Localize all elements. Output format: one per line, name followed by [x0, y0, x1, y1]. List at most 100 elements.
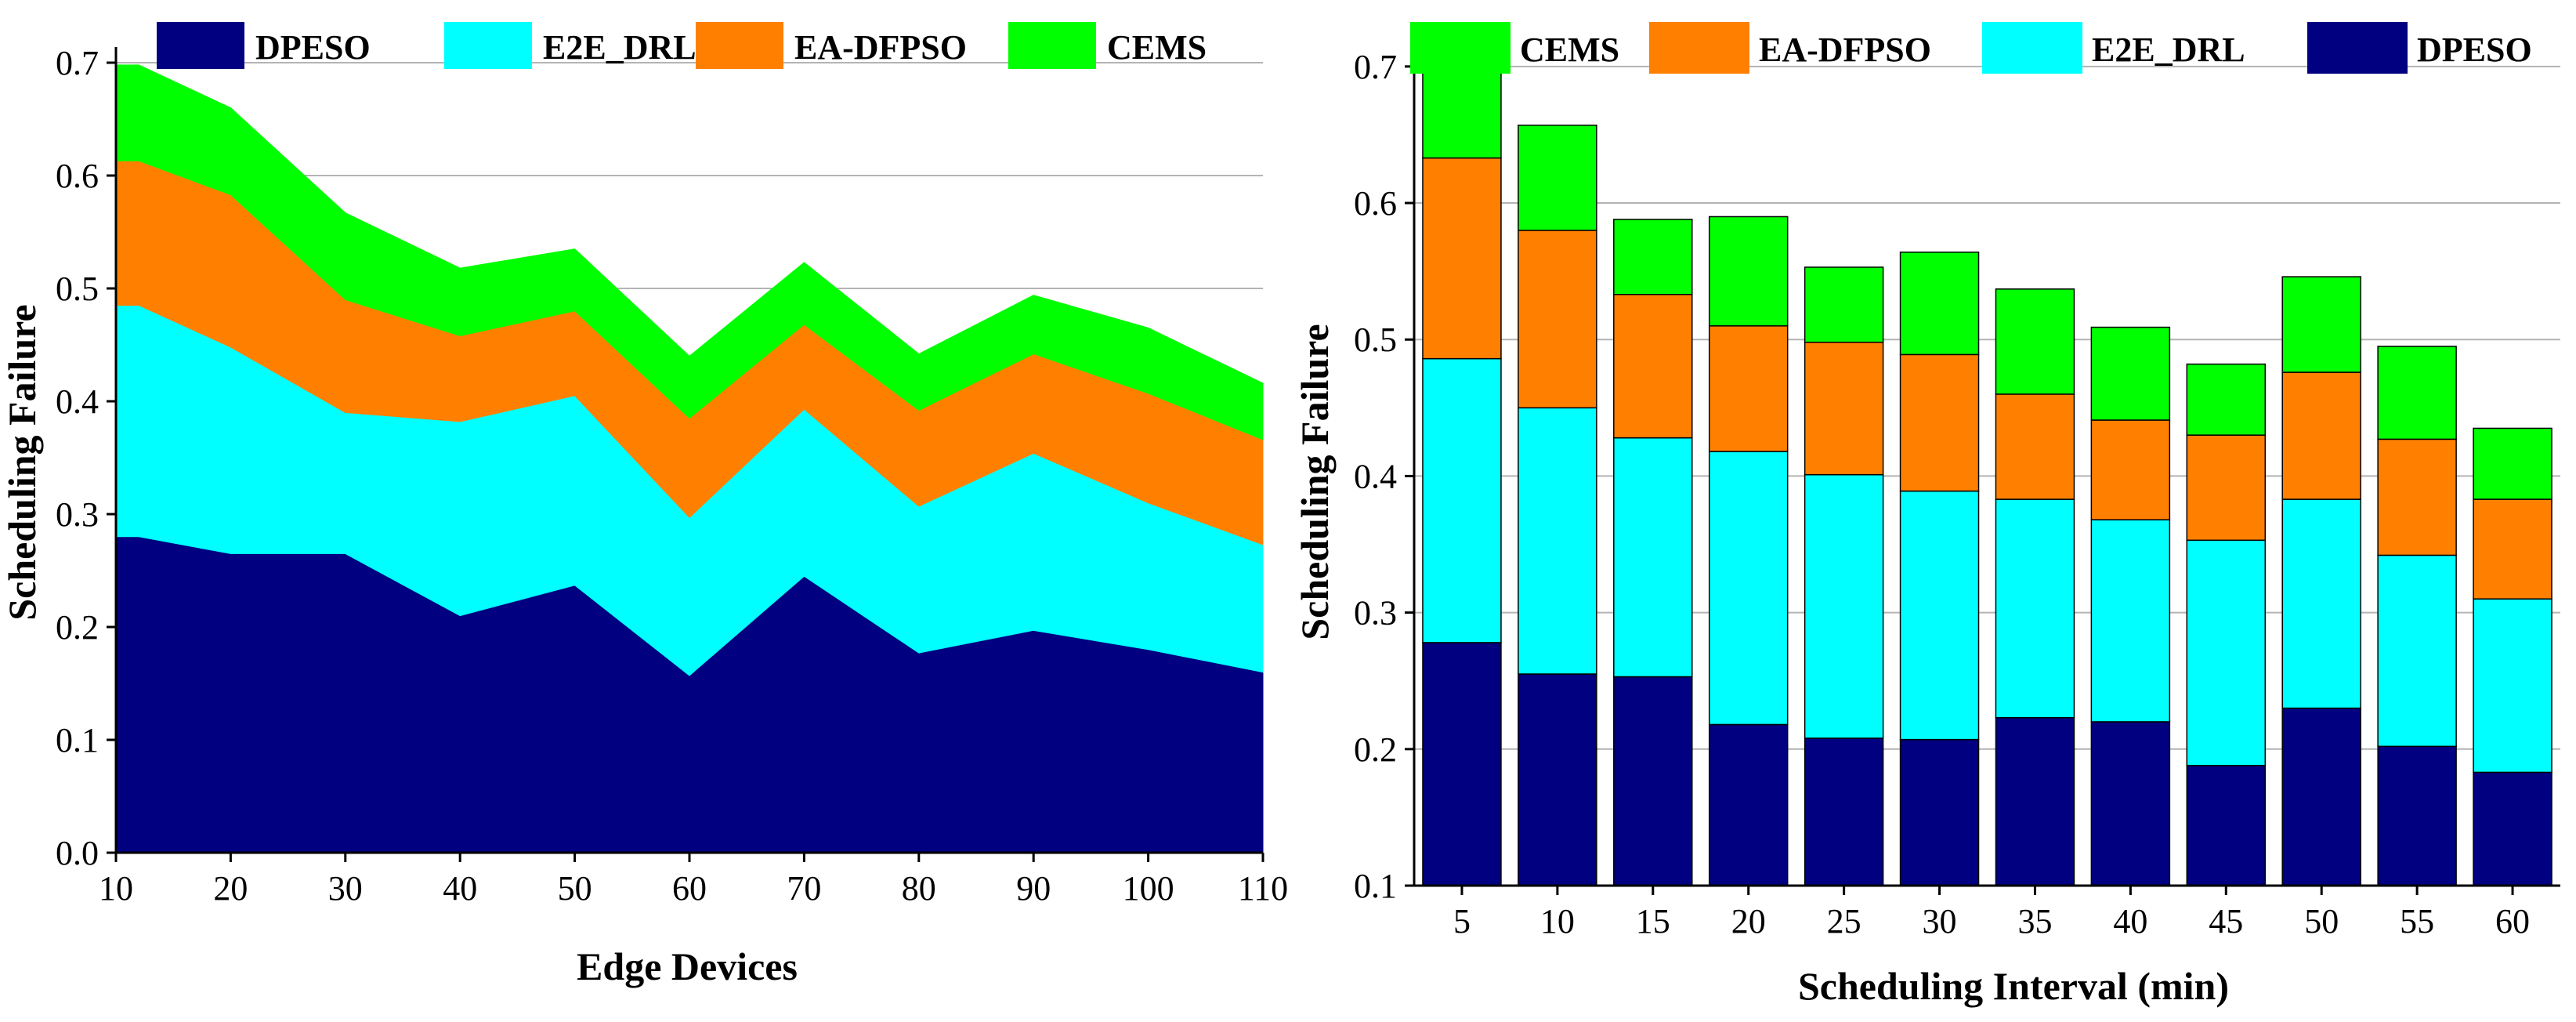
bar-e2e-drl [1613, 437, 1693, 678]
bar-cems [2473, 427, 2552, 500]
right-x-tick-label: 45 [2209, 902, 2243, 940]
bar-dpeso [2473, 771, 2552, 886]
right-x-tick-label: 35 [2017, 902, 2052, 940]
left-y-tick-label: 0.3 [56, 495, 99, 534]
bar-ea-dfpso [2186, 434, 2267, 542]
left-y-tick-label: 0.2 [56, 608, 99, 647]
left-legend-swatch [444, 22, 532, 69]
bar-cems [2186, 363, 2267, 436]
bar-ea-dfpso [1804, 341, 1884, 476]
right-legend: CEMS EA-DFPSO E2E_DRL DPESO [1410, 22, 2532, 74]
left-y-tick-label: 0.0 [56, 834, 99, 872]
bar-cems [1899, 251, 1980, 356]
right-x-tick-label: 55 [2400, 902, 2434, 940]
stacked-bar-chart: 5 10 15 20 25 30 35 40 45 50 55 60 0.1 0.2 0.3 0.4 0.5 0.… [1293, 22, 2560, 1008]
left-x-tick-label: 10 [99, 869, 133, 908]
right-x-tick-label: 60 [2495, 902, 2530, 940]
right-x-tick-label: 20 [1731, 902, 1766, 940]
bar-dpeso [1518, 673, 1597, 886]
bar-e2e-drl [2377, 554, 2457, 748]
left-x-tick-label: 30 [328, 869, 363, 908]
left-areas [115, 64, 1264, 853]
left-legend-swatch [157, 22, 244, 69]
left-legend: DPESO E2E_DRL EA-DFPSO CEMS [157, 22, 1207, 69]
right-axes [1405, 39, 2560, 895]
left-x-tick-label: 110 [1238, 869, 1288, 908]
right-x-tick-label: 25 [1827, 902, 1861, 940]
bar-dpeso [1613, 676, 1693, 886]
bar-e2e-drl [1995, 498, 2075, 719]
left-legend-label: E2E_DRL [543, 28, 696, 67]
bar-ea-dfpso [1518, 230, 1597, 409]
right-x-tick-label: 30 [1923, 902, 1957, 940]
left-legend-label: CEMS [1107, 28, 1207, 67]
bar-dpeso [1422, 642, 1502, 886]
right-x-tick-label: 50 [2304, 902, 2339, 940]
bar-dpeso [1708, 723, 1789, 886]
bar-ea-dfpso [1995, 393, 2075, 500]
bar-dpeso [1804, 738, 1884, 886]
bar-e2e-drl [2090, 519, 2171, 723]
area-cems [115, 64, 1264, 440]
left-y-tick-label: 0.7 [56, 44, 99, 82]
left-x-tick-label: 90 [1016, 869, 1051, 908]
right-legend-label: E2E_DRL [2092, 31, 2245, 69]
bar-dpeso [2090, 721, 2171, 886]
right-y-tick-label: 0.2 [1354, 730, 1397, 769]
left-x-tick-label: 80 [902, 869, 936, 908]
right-tick-labels: 5 10 15 20 25 30 35 40 45 50 55 60 0.1 0.2 0.3 0.4 0.5 0.… [1354, 48, 2530, 940]
right-legend-swatch [1982, 22, 2082, 74]
right-x-tick-label: 5 [1453, 902, 1471, 940]
bar-dpeso [1995, 716, 2075, 886]
bar-e2e-drl [1422, 357, 1502, 643]
bar-dpeso [2281, 707, 2361, 886]
right-y-tick-label: 0.4 [1354, 457, 1397, 495]
right-y-tick-label: 0.7 [1354, 48, 1397, 86]
right-x-tick-label: 10 [1540, 902, 1575, 940]
left-y-tick-label: 0.6 [56, 157, 99, 195]
bar-ea-dfpso [2281, 371, 2361, 500]
left-tick-labels: 0.0 0.1 0.2 0.3 0.4 0.5 0.6 0.7 10 20 30 40 50 60 70 80… [56, 44, 1288, 908]
bar-ea-dfpso [2090, 419, 2171, 520]
bar-ea-dfpso [1422, 157, 1502, 360]
bar-e2e-drl [2473, 598, 2552, 774]
bar-cems [1518, 124, 1597, 231]
left-x-axis-title: Edge Devices [577, 944, 798, 988]
left-y-tick-label: 0.5 [56, 270, 99, 308]
left-x-tick-label: 70 [787, 869, 821, 908]
bar-ea-dfpso [1708, 325, 1789, 452]
right-y-tick-label: 0.1 [1354, 867, 1397, 905]
bar-cems [1708, 216, 1789, 327]
left-y-axis-title: Scheduling Failure [0, 304, 44, 620]
left-x-tick-label: 60 [672, 869, 707, 908]
bar-dpeso [2186, 764, 2267, 886]
right-x-axis-title: Scheduling Interval (min) [1798, 964, 2229, 1008]
left-x-tick-label: 20 [213, 869, 248, 908]
bar-cems [2281, 276, 2361, 373]
stacked-area-chart: 0.0 0.1 0.2 0.3 0.4 0.5 0.6 0.7 10 20 30 40 50 60 70 80… [0, 22, 1288, 988]
bar-e2e-drl [1708, 451, 1789, 726]
bar-e2e-drl [1518, 407, 1597, 675]
left-legend-label: DPESO [255, 28, 371, 67]
bar-cems [1995, 288, 2075, 395]
left-y-tick-label: 0.4 [56, 382, 99, 421]
left-x-tick-label: 40 [443, 869, 477, 908]
bar-ea-dfpso [2377, 438, 2457, 556]
left-axes [107, 47, 1264, 862]
bar-cems [2090, 326, 2171, 421]
right-x-tick-label: 40 [2113, 902, 2147, 940]
right-y-tick-label: 0.5 [1354, 321, 1397, 359]
bar-e2e-drl [2186, 539, 2267, 766]
right-y-tick-label: 0.3 [1354, 594, 1397, 632]
bar-ea-dfpso [1899, 353, 1980, 492]
bar-e2e-drl [1804, 473, 1884, 739]
bar-cems [1804, 266, 1884, 343]
bar-dpeso [1899, 738, 1980, 886]
right-legend-label: DPESO [2417, 31, 2532, 69]
right-y-axis-title: Scheduling Failure [1293, 324, 1337, 640]
bar-ea-dfpso [2473, 498, 2552, 600]
bar-cems [1613, 219, 1693, 295]
right-y-tick-label: 0.6 [1354, 184, 1397, 223]
left-y-tick-label: 0.1 [56, 721, 99, 759]
